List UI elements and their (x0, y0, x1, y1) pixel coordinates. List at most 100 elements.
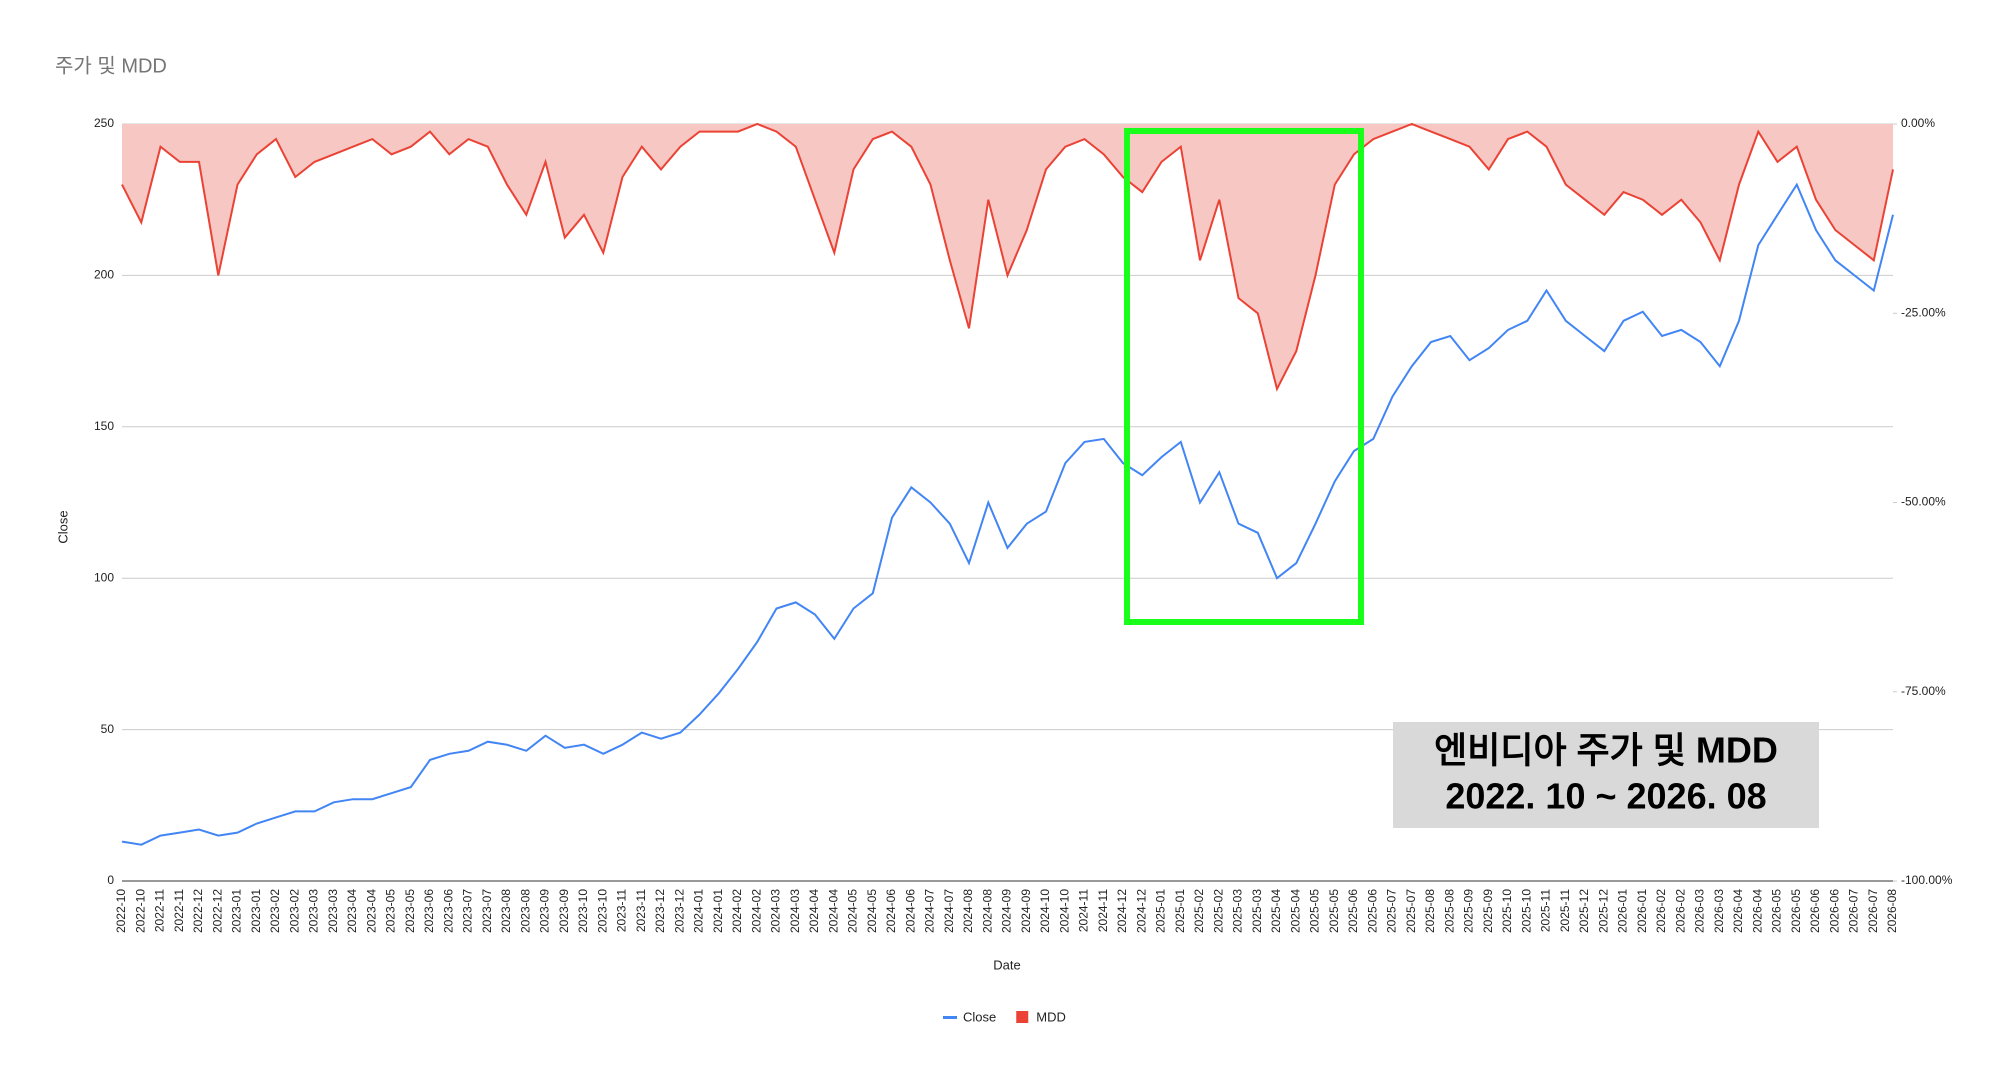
x-tick-label: 2024-02 (749, 889, 763, 933)
x-tick-label: 2026-06 (1827, 889, 1841, 933)
legend: Close MDD (943, 1009, 1066, 1024)
x-tick-label: 2025-11 (1558, 889, 1572, 932)
x-tick-label: 2023-05 (403, 889, 417, 933)
x-tick-label: 2023-07 (480, 889, 494, 933)
legend-label: Close (963, 1009, 996, 1024)
x-tick-label: 2023-06 (422, 889, 436, 933)
x-tick-label: 2025-02 (1211, 889, 1225, 933)
x-tick-label: 2023-12 (653, 889, 667, 933)
x-tick-label: 2023-02 (268, 889, 282, 933)
x-tick-label: 2026-05 (1789, 889, 1803, 933)
x-tick-label: 2026-03 (1693, 889, 1707, 933)
x-tick-label: 2022-11 (153, 889, 167, 932)
y2-tick-label: -50.00% (1901, 495, 1946, 509)
x-tick-label: 2026-07 (1847, 889, 1861, 933)
x-tick-label: 2026-06 (1808, 889, 1822, 933)
x-tick-label: 2023-08 (518, 889, 532, 933)
y2-tick-label: -100.00% (1901, 873, 1953, 887)
x-tick-label: 2022-12 (191, 889, 205, 933)
mdd-area (122, 124, 1893, 389)
x-tick-label: 2024-06 (884, 889, 898, 933)
y-axis-label: Close (55, 510, 70, 543)
x-axis-label: Date (993, 957, 1020, 972)
x-tick-label: 2025-09 (1481, 889, 1495, 933)
x-tick-label: 2025-05 (1308, 889, 1322, 933)
y-tick-label: 150 (94, 419, 114, 433)
x-tick-label: 2024-11 (1077, 889, 1091, 932)
y2-tick-label: -75.00% (1901, 684, 1946, 698)
legend-swatch (1016, 1011, 1029, 1023)
x-tick-label: 2023-05 (384, 889, 398, 933)
annotation-text: 엔비디아 주가 및 MDD (1434, 730, 1778, 771)
x-tick-label: 2022-10 (133, 889, 147, 933)
x-tick-label: 2023-10 (595, 889, 609, 933)
x-tick-label: 2024-03 (769, 889, 783, 933)
x-tick-label: 2024-10 (1057, 889, 1071, 933)
y-tick-label: 250 (94, 116, 114, 130)
x-tick-label: 2023-11 (615, 889, 629, 932)
x-tick-label: 2026-04 (1731, 889, 1745, 933)
x-tick-label: 2023-01 (249, 889, 263, 933)
x-tick-label: 2024-06 (903, 889, 917, 933)
x-tick-label: 2025-01 (1173, 889, 1187, 933)
x-tick-label: 2025-12 (1577, 889, 1591, 933)
highlight-box (1124, 128, 1364, 625)
x-tick-label: 2024-04 (807, 889, 821, 933)
x-tick-label: 2026-04 (1750, 889, 1764, 933)
x-tick-label: 2022-11 (172, 889, 186, 932)
x-tick-label: 2024-10 (1038, 889, 1052, 933)
x-tick-label: 2025-10 (1519, 889, 1533, 933)
x-tick-label: 2024-07 (923, 889, 937, 933)
x-tick-label: 2025-11 (1539, 889, 1553, 932)
x-tick-label: 2023-12 (672, 889, 686, 933)
x-tick-label: 2025-08 (1442, 889, 1456, 933)
x-tick-label: 2024-01 (692, 889, 706, 933)
x-tick-label: 2025-05 (1327, 889, 1341, 933)
x-tick-label: 2026-02 (1654, 889, 1668, 933)
x-tick-label: 2024-09 (1019, 889, 1033, 933)
x-tick-label: 2025-02 (1192, 889, 1206, 933)
x-tick-label: 2024-11 (1096, 889, 1110, 932)
series-line (121, 182, 1894, 846)
x-tick-label: 2025-03 (1250, 889, 1264, 933)
x-tick-label: 2023-03 (326, 889, 340, 933)
x-tick-label: 2023-02 (287, 889, 301, 933)
x-tick-label: 2023-09 (538, 889, 552, 933)
x-tick-label: 2024-01 (711, 889, 725, 933)
x-tick-label: 2022-12 (210, 889, 224, 933)
x-tick-label: 2023-03 (307, 889, 321, 933)
y-tick-label: 200 (94, 268, 114, 282)
x-tick-label: 2024-09 (1000, 889, 1014, 933)
x-tick-label: 2024-05 (846, 889, 860, 933)
x-tick-label: 2022-10 (114, 889, 128, 933)
x-tick-label: 2026-02 (1673, 889, 1687, 933)
x-tick-label: 2025-04 (1269, 889, 1283, 933)
x-tick-label: 2025-06 (1365, 889, 1379, 933)
x-tick-label: 2025-12 (1596, 889, 1610, 933)
x-tick-label: 2023-11 (634, 889, 648, 932)
x-tick-label: 2026-05 (1770, 889, 1784, 933)
x-tick-label: 2025-08 (1423, 889, 1437, 933)
x-tick-label: 2025-07 (1404, 889, 1418, 933)
x-tick-label: 2025-07 (1385, 889, 1399, 933)
x-tick-label: 2025-09 (1462, 889, 1476, 933)
x-tick-label: 2026-08 (1885, 889, 1899, 933)
annotation-text: 2022. 10 ~ 2026. 08 (1445, 776, 1766, 817)
x-tick-label: 2026-07 (1866, 889, 1880, 933)
legend-label: MDD (1036, 1009, 1066, 1024)
x-tick-label: 2024-05 (865, 889, 879, 933)
x-tick-label: 2023-10 (576, 889, 590, 933)
chart-title: 주가 및 MDD (55, 54, 167, 77)
x-tick-label: 2024-02 (730, 889, 744, 933)
annotation-box (1393, 722, 1819, 828)
x-tick-label: 2024-08 (980, 889, 994, 933)
series-line (121, 122, 1894, 392)
x-tick-label: 2026-03 (1712, 889, 1726, 933)
x-tick-label: 2025-04 (1288, 889, 1302, 933)
x-tick-label: 2026-01 (1616, 889, 1630, 933)
x-tick-label: 2024-07 (942, 889, 956, 933)
x-tick-label: 2023-04 (345, 889, 359, 933)
x-tick-label: 2026-01 (1635, 889, 1649, 933)
x-tick-label: 2024-12 (1115, 889, 1129, 933)
